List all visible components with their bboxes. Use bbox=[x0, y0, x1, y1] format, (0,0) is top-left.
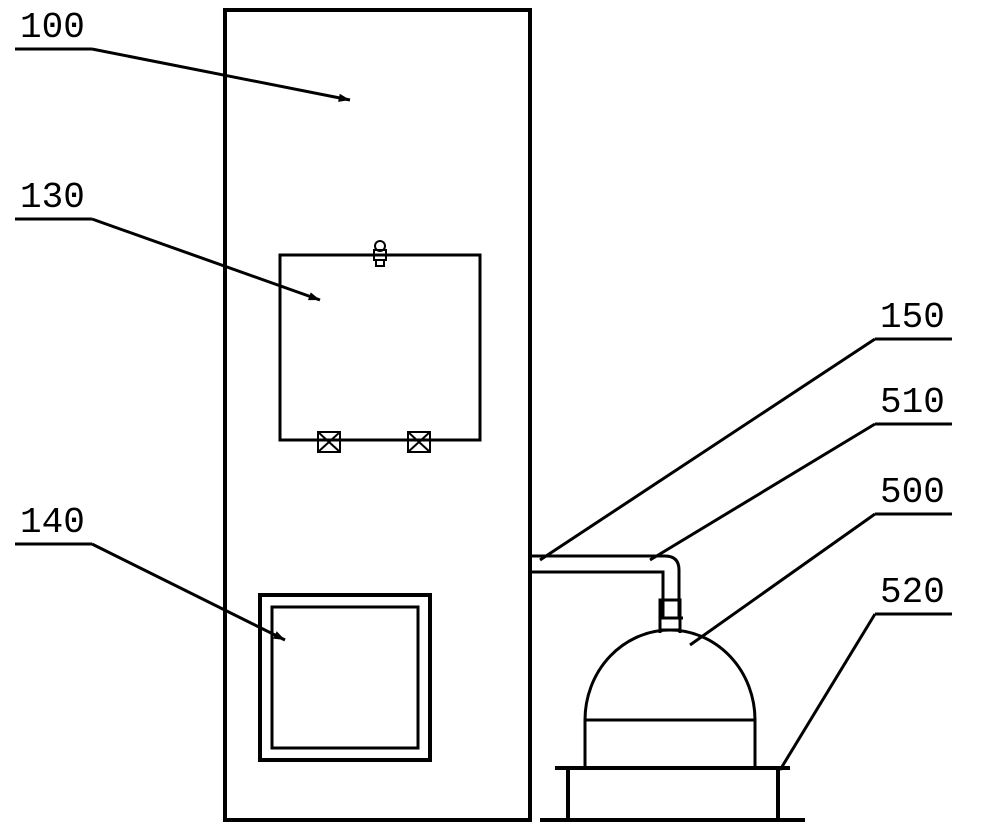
vessel-dome bbox=[585, 630, 755, 720]
label-text-500: 500 bbox=[880, 472, 945, 513]
lower-panel-inner bbox=[272, 607, 418, 748]
label-text-130: 130 bbox=[20, 177, 85, 218]
pipe-inner bbox=[530, 572, 663, 618]
label-leader-100 bbox=[92, 49, 350, 100]
label-text-100: 100 bbox=[20, 7, 85, 48]
vessel-body bbox=[585, 720, 755, 768]
label-leader-500 bbox=[690, 514, 875, 645]
label-leader-520 bbox=[780, 614, 875, 770]
label-text-150: 150 bbox=[880, 297, 945, 338]
label-arrow-140 bbox=[273, 631, 285, 640]
label-text-520: 520 bbox=[880, 572, 945, 613]
upper-panel-top-fitting-base bbox=[376, 260, 384, 266]
lower-panel-outer bbox=[260, 595, 430, 760]
upper-panel bbox=[280, 255, 480, 440]
label-leader-140 bbox=[92, 544, 285, 640]
technical-diagram: 100 130 140 150 510 500 520 bbox=[0, 0, 1000, 835]
label-leader-130 bbox=[92, 219, 320, 300]
label-text-510: 510 bbox=[880, 382, 945, 423]
pipe-outer bbox=[530, 556, 679, 618]
label-arrow-130 bbox=[308, 292, 320, 300]
label-text-140: 140 bbox=[20, 502, 85, 543]
